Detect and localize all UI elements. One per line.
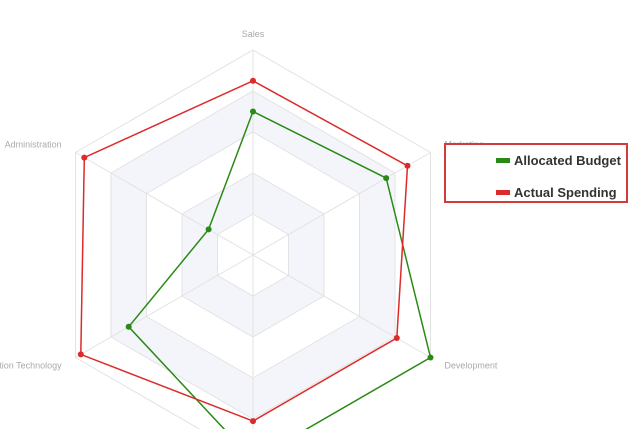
data-point-actual-spending[interactable] xyxy=(393,335,400,341)
data-point-actual-spending[interactable] xyxy=(77,351,84,358)
chart-legend: Allocated Budget Actual Spending xyxy=(444,143,628,203)
data-point-actual-spending[interactable] xyxy=(250,77,256,84)
radar-axis-spoke xyxy=(75,152,254,256)
radar-axis-spokes xyxy=(75,50,431,429)
data-point-allocated-budget[interactable] xyxy=(205,226,212,233)
legend-label-allocated-budget: Allocated Budget xyxy=(514,153,621,168)
data-point-allocated-budget[interactable] xyxy=(383,175,390,182)
data-point-actual-spending[interactable] xyxy=(404,162,411,169)
radar-axis-spoke xyxy=(252,254,431,358)
axis-label-information-technology: Information Technology xyxy=(0,361,62,371)
data-point-actual-spending[interactable] xyxy=(81,154,88,161)
data-point-allocated-budget[interactable] xyxy=(250,108,256,115)
data-point-actual-spending[interactable] xyxy=(250,418,256,425)
legend-item-actual-spending[interactable]: Actual Spending xyxy=(496,185,617,200)
axis-label-administration: Administration xyxy=(5,140,62,150)
legend-swatch-allocated-budget xyxy=(496,158,510,163)
axis-label-sales: Sales xyxy=(242,29,265,39)
legend-item-allocated-budget[interactable]: Allocated Budget xyxy=(496,153,621,168)
radar-axis-spoke xyxy=(75,254,254,358)
axis-label-development: Development xyxy=(444,361,498,371)
data-point-allocated-budget[interactable] xyxy=(125,323,132,330)
legend-label-actual-spending: Actual Spending xyxy=(514,185,617,200)
radar-axis-spoke xyxy=(252,152,431,256)
radar-series xyxy=(77,77,434,429)
data-point-allocated-budget[interactable] xyxy=(427,354,434,361)
legend-swatch-actual-spending xyxy=(496,190,510,195)
